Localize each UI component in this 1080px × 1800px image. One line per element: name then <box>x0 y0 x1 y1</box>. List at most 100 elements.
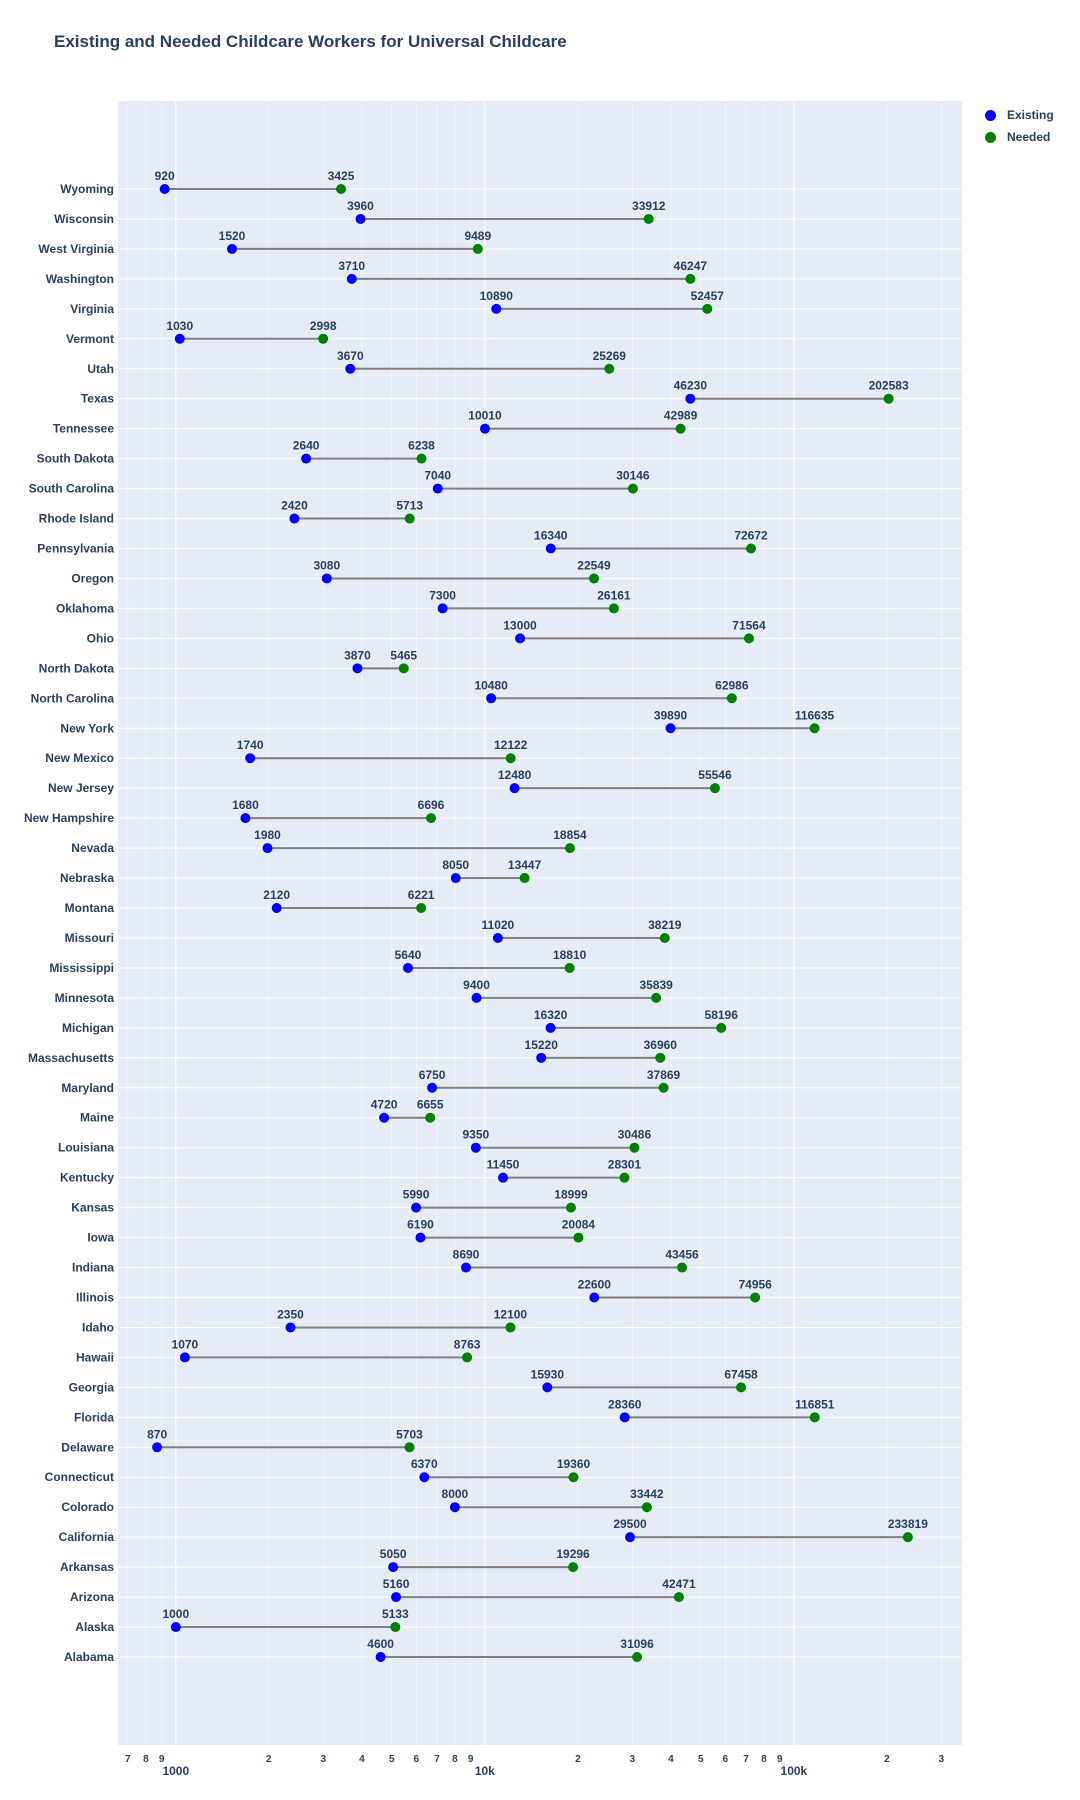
needed-point[interactable] <box>736 1382 747 1393</box>
existing-point[interactable] <box>285 1322 296 1333</box>
existing-point[interactable] <box>545 1022 556 1033</box>
existing-point[interactable] <box>509 783 520 794</box>
needed-point[interactable] <box>659 932 670 943</box>
needed-point[interactable] <box>673 1592 684 1603</box>
existing-point[interactable] <box>170 1622 181 1633</box>
needed-point[interactable] <box>651 992 662 1003</box>
needed-point[interactable] <box>568 1472 579 1483</box>
existing-point[interactable] <box>379 1112 390 1123</box>
needed-point[interactable] <box>675 423 686 434</box>
existing-point[interactable] <box>352 663 363 674</box>
needed-point[interactable] <box>883 393 894 404</box>
needed-point[interactable] <box>709 783 720 794</box>
needed-point[interactable] <box>619 1172 630 1183</box>
legend[interactable]: Existing Needed <box>985 104 1054 148</box>
needed-point[interactable] <box>404 513 415 524</box>
existing-point[interactable] <box>271 903 282 914</box>
needed-point[interactable] <box>726 693 737 704</box>
needed-point[interactable] <box>604 363 615 374</box>
needed-point[interactable] <box>416 453 427 464</box>
needed-point[interactable] <box>643 213 654 224</box>
needed-point[interactable] <box>632 1652 643 1662</box>
existing-point[interactable] <box>391 1592 402 1603</box>
needed-point[interactable] <box>743 633 754 644</box>
needed-point[interactable] <box>390 1622 401 1633</box>
existing-point[interactable] <box>515 633 526 644</box>
needed-point[interactable] <box>564 962 575 973</box>
needed-point[interactable] <box>685 273 696 284</box>
existing-point[interactable] <box>449 1502 460 1513</box>
existing-point[interactable] <box>479 423 490 434</box>
needed-point[interactable] <box>505 753 516 764</box>
existing-point[interactable] <box>345 363 356 374</box>
needed-point[interactable] <box>702 303 713 314</box>
needed-point[interactable] <box>658 1082 669 1093</box>
existing-point[interactable] <box>491 303 502 314</box>
existing-point[interactable] <box>240 813 251 824</box>
needed-point[interactable] <box>398 663 409 674</box>
needed-point[interactable] <box>627 483 638 494</box>
needed-point[interactable] <box>568 1562 579 1573</box>
existing-point[interactable] <box>419 1472 430 1483</box>
existing-point[interactable] <box>486 693 497 704</box>
needed-point[interactable] <box>746 543 757 554</box>
existing-point[interactable] <box>227 243 238 254</box>
needed-point[interactable] <box>425 1112 436 1123</box>
existing-point[interactable] <box>388 1562 399 1573</box>
existing-point[interactable] <box>174 333 185 344</box>
existing-point[interactable] <box>159 184 170 194</box>
existing-point[interactable] <box>402 962 413 973</box>
existing-point[interactable] <box>545 543 556 554</box>
needed-point[interactable] <box>564 843 575 854</box>
needed-point[interactable] <box>565 1202 576 1213</box>
existing-point[interactable] <box>375 1652 386 1662</box>
needed-point[interactable] <box>629 1142 640 1153</box>
existing-point[interactable] <box>498 1172 509 1183</box>
existing-point[interactable] <box>427 1082 438 1093</box>
legend-item-existing[interactable]: Existing <box>985 104 1054 126</box>
existing-point[interactable] <box>471 992 482 1003</box>
existing-point[interactable] <box>415 1232 426 1243</box>
existing-point[interactable] <box>245 753 256 764</box>
needed-point[interactable] <box>655 1052 666 1063</box>
existing-point[interactable] <box>321 573 332 584</box>
needed-point[interactable] <box>416 903 427 914</box>
needed-point[interactable] <box>750 1292 761 1303</box>
existing-point[interactable] <box>301 453 312 464</box>
existing-point[interactable] <box>289 513 300 524</box>
existing-point[interactable] <box>589 1292 600 1303</box>
needed-point[interactable] <box>573 1232 584 1243</box>
existing-point[interactable] <box>625 1532 636 1543</box>
existing-point[interactable] <box>542 1382 553 1393</box>
needed-point[interactable] <box>426 813 437 824</box>
existing-point[interactable] <box>470 1142 481 1153</box>
needed-point[interactable] <box>336 184 347 194</box>
existing-point[interactable] <box>685 393 696 404</box>
needed-point[interactable] <box>318 333 329 344</box>
needed-point[interactable] <box>505 1322 516 1333</box>
existing-point[interactable] <box>346 273 357 284</box>
needed-point[interactable] <box>809 723 820 734</box>
existing-point[interactable] <box>355 213 366 224</box>
existing-point[interactable] <box>450 873 461 884</box>
existing-point[interactable] <box>619 1412 630 1423</box>
needed-point[interactable] <box>462 1352 473 1363</box>
existing-point[interactable] <box>262 843 273 854</box>
existing-point[interactable] <box>665 723 676 734</box>
existing-point[interactable] <box>179 1352 190 1363</box>
existing-point[interactable] <box>492 932 503 943</box>
needed-point[interactable] <box>677 1262 688 1273</box>
existing-point[interactable] <box>460 1262 471 1273</box>
existing-point[interactable] <box>411 1202 422 1213</box>
needed-point[interactable] <box>404 1442 415 1453</box>
needed-point[interactable] <box>902 1532 913 1543</box>
existing-point[interactable] <box>437 603 448 614</box>
existing-point[interactable] <box>432 483 443 494</box>
needed-point[interactable] <box>809 1412 820 1423</box>
legend-item-needed[interactable]: Needed <box>985 126 1054 148</box>
needed-point[interactable] <box>472 243 483 254</box>
needed-point[interactable] <box>519 873 530 884</box>
existing-point[interactable] <box>152 1442 163 1453</box>
needed-point[interactable] <box>641 1502 652 1513</box>
needed-point[interactable] <box>716 1022 727 1033</box>
